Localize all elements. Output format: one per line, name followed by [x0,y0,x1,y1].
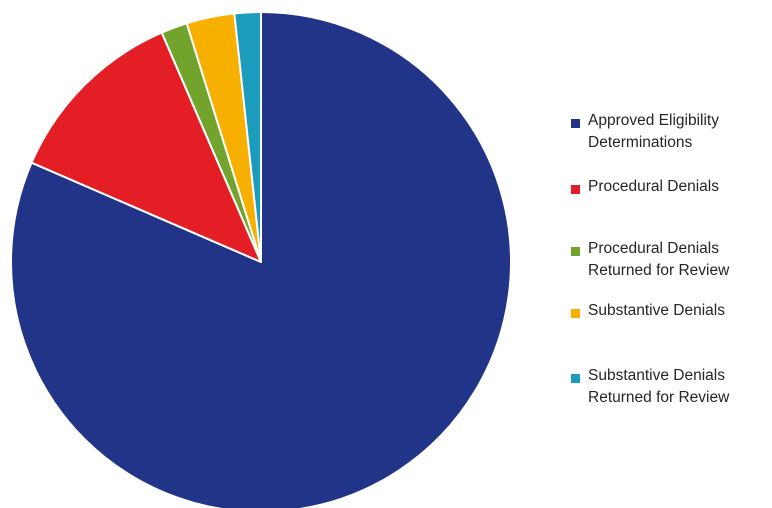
pie-slice-substantive-returned [233,10,262,263]
legend-swatch-procedural-returned [571,247,580,256]
legend-swatch-approved-eligibility [571,119,580,128]
legend-swatch-substantive-returned [571,374,580,383]
legend-label-procedural-returned: Procedural Denials Returned for Review [588,240,730,279]
legend-swatch-substantive-denials [571,309,580,318]
legend-swatch-procedural-denials [571,185,580,194]
legend-label-substantive-denials: Substantive Denials [588,302,725,319]
pie-slice-procedural-denials [30,31,262,263]
legend-label-approved-eligibility: Approved Eligibility Determinations [588,112,719,151]
legend-label-substantive-returned: Substantive Denials Returned for Review [588,367,730,406]
legend-label-procedural-denials: Procedural Denials [588,178,719,195]
